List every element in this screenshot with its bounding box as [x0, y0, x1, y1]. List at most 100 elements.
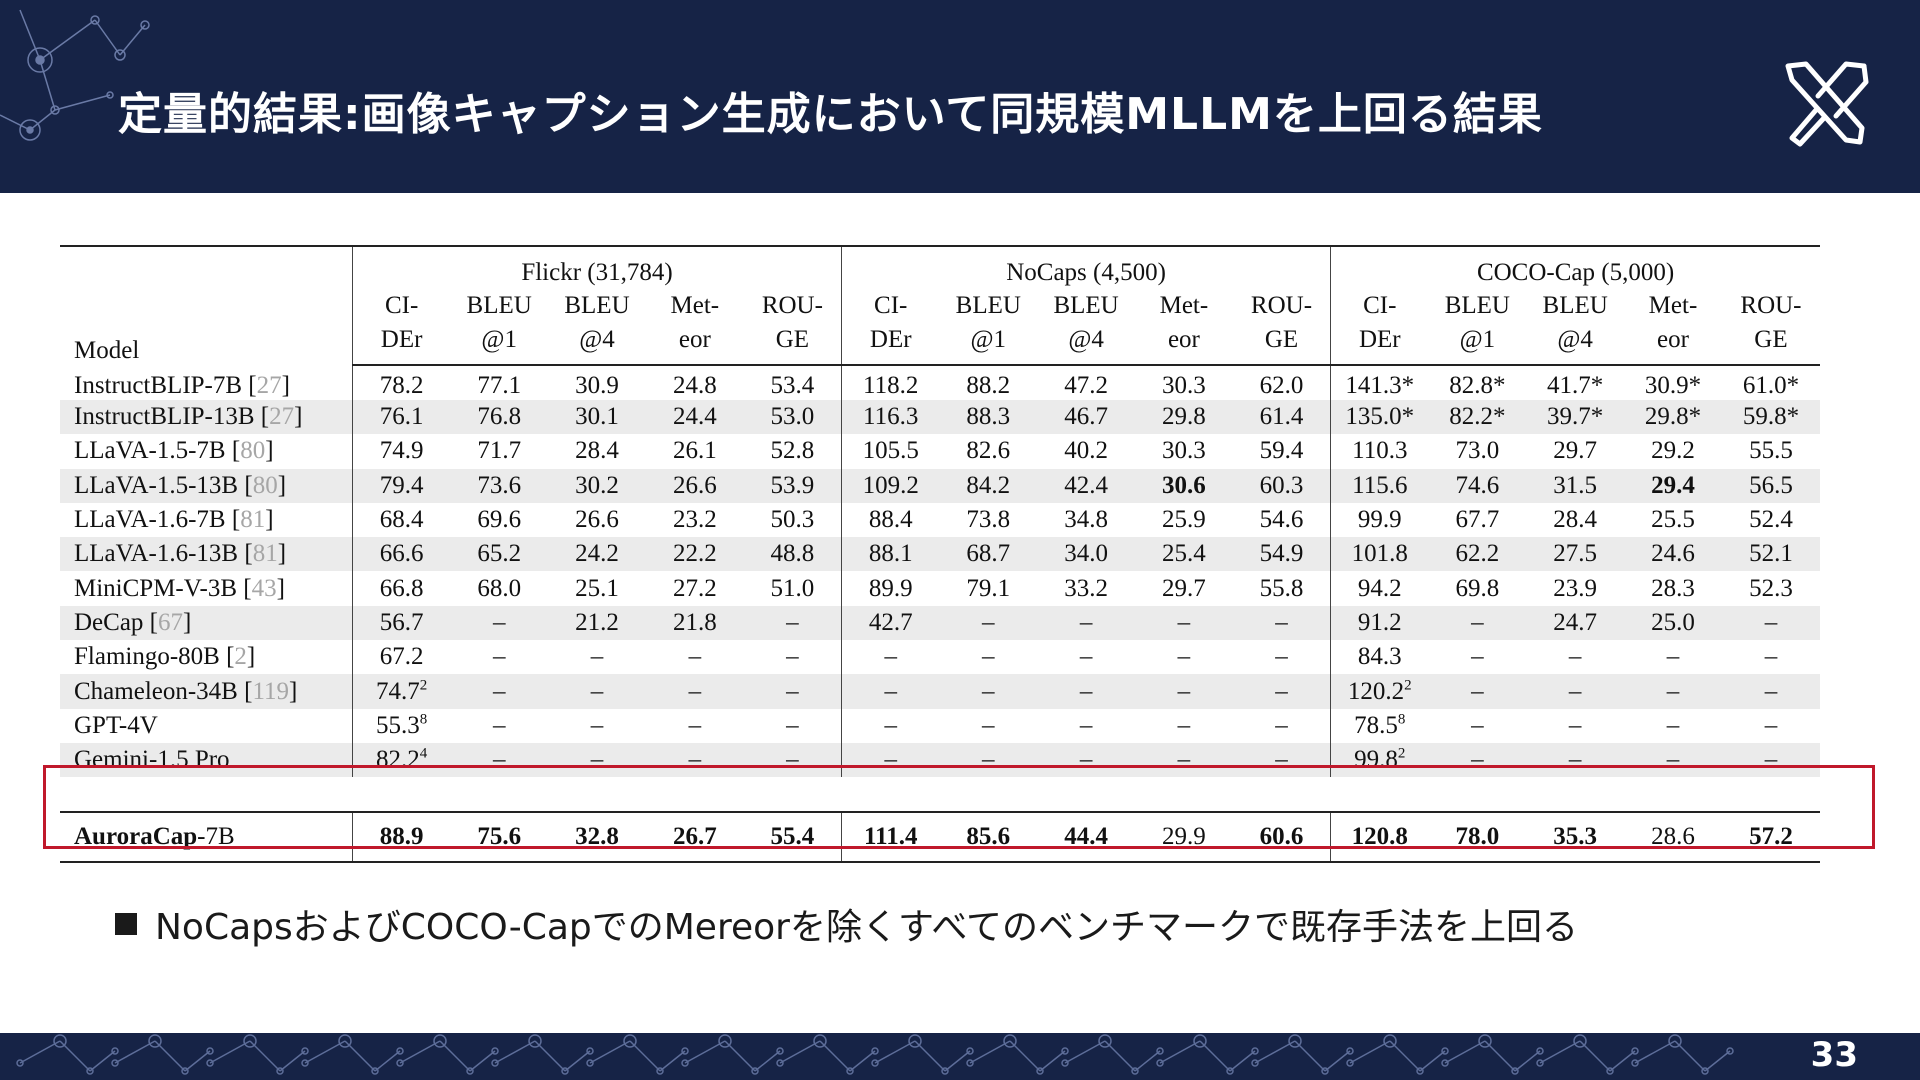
value-text: 25.5: [1651, 506, 1695, 534]
value-cell: 25.5: [1624, 503, 1722, 537]
value-text: 69.8: [1455, 574, 1500, 602]
value-cell: 73.8: [939, 503, 1037, 537]
value-cell: 29.8*: [1624, 400, 1722, 435]
value-cell: 53.4: [744, 365, 842, 400]
value-text: –: [786, 643, 799, 671]
value-cell: 25.1: [548, 571, 646, 605]
model-name: LLaVA-1.6-13B: [74, 540, 239, 568]
value-text: 26.1: [672, 437, 717, 465]
slide-header: 定量的結果:画像キャプション生成において同規模MLLMを上回る結果: [0, 0, 1920, 193]
value-cell: –: [1232, 742, 1331, 778]
value-cell: 75.6: [450, 810, 549, 863]
value-cell: 28.3: [1624, 571, 1722, 605]
value-text: 109.2: [862, 471, 919, 499]
value-cell: –: [1624, 640, 1722, 674]
value-cell: 74.9: [351, 434, 451, 469]
value-text: 62.2: [1455, 540, 1500, 568]
value-text: –: [1177, 608, 1191, 636]
value-text: –: [1177, 643, 1191, 671]
footnote-superscript: 8: [419, 711, 428, 728]
metric-header-line1: BLEU: [1542, 292, 1608, 319]
value-text: 26.6: [672, 471, 717, 499]
value-text: 69.6: [477, 506, 522, 534]
footnote-superscript: 2: [419, 677, 428, 694]
value-cell: 73.0: [1428, 434, 1526, 468]
value-cell: 22.2: [645, 537, 744, 572]
value-text: –: [1666, 677, 1680, 705]
value-cell: 56.5: [1721, 468, 1820, 503]
value-text: 29.2: [1651, 437, 1695, 465]
value-cell: 21.2: [548, 605, 646, 641]
value-text: 30.3: [1162, 372, 1206, 399]
value-cell: –: [939, 742, 1038, 778]
value-text: 88.9: [379, 822, 424, 850]
value-cell: 77.1: [450, 365, 548, 400]
value-text: 51.0: [770, 574, 815, 602]
value-text: 78.2: [379, 372, 424, 399]
metric-header: BLEU @4: [1037, 287, 1135, 366]
model-name-cell: InstructBLIP-13B [27]: [60, 400, 353, 435]
model-name-cell: LLaVA-1.6-13B [81]: [60, 537, 353, 572]
value-cell: –: [1233, 709, 1331, 743]
value-cell: 67.2: [351, 640, 451, 675]
value-cell: 94.2: [1330, 571, 1429, 606]
value-text: 39.7*: [1547, 403, 1604, 431]
value-text: –: [1471, 643, 1484, 671]
value-cell: 99.9: [1330, 502, 1429, 538]
value-cell: 24.6: [1624, 537, 1722, 572]
value-text: –: [1275, 643, 1288, 671]
value-cell: 68.4: [351, 502, 451, 538]
value-text: 67.7: [1455, 506, 1500, 534]
value-text: 82.6: [966, 437, 1011, 465]
metric-header-line2: @4: [1557, 326, 1593, 353]
value-text: 25.9: [1162, 506, 1206, 534]
value-cell: 30.6: [1135, 468, 1233, 503]
footnote-superscript: 2: [1397, 745, 1406, 762]
value-text: –: [590, 677, 604, 705]
value-cell: 116.3: [841, 400, 940, 435]
footnote-superscript: 8: [1397, 711, 1406, 728]
metric-header-line2: eor: [1657, 326, 1689, 353]
value-text: 40.2: [1064, 437, 1108, 465]
value-text: 30.2: [575, 471, 619, 499]
value-cell: 141.3*: [1330, 365, 1429, 400]
value-cell: –: [1428, 605, 1527, 641]
value-cell: –: [1624, 674, 1722, 709]
metric-header-line1: BLEU: [466, 292, 532, 319]
value-text: 59.4: [1259, 437, 1304, 465]
value-cell: 68.0: [450, 571, 548, 605]
metric-header-line1: Met-: [670, 292, 720, 319]
value-text: 30.9*: [1644, 372, 1702, 399]
value-text: 29.7: [1553, 437, 1598, 465]
value-cell: –: [450, 709, 548, 743]
value-cell: –: [1135, 742, 1233, 778]
value-text: 79.1: [966, 574, 1011, 602]
value-text: –: [786, 608, 799, 636]
value-text: 53.9: [770, 471, 815, 499]
value-text: 118.2: [863, 372, 919, 399]
value-text: 120.8: [1351, 822, 1408, 850]
value-text: 88.3: [966, 403, 1011, 431]
metric-header: BLEU @4: [1526, 287, 1625, 366]
value-text: –: [688, 711, 702, 739]
slide-title: 定量的結果:画像キャプション生成において同規模MLLMを上回る結果: [118, 89, 1543, 140]
value-text: 73.6: [477, 471, 522, 499]
value-cell: 26.6: [645, 468, 744, 503]
value-cell: 88.4: [841, 502, 940, 538]
value-cell: –: [1135, 605, 1233, 641]
model-name: InstructBLIP-13B: [74, 403, 255, 431]
citation-ref: 80: [252, 471, 278, 499]
crossed-swords-logo-icon: [1785, 61, 1869, 147]
metric-header-row: CI- DEr BLEU @1 BLEU @4 Met-eor ROU- GE CI- DEr BLE…: [60, 287, 1820, 366]
table-row: LLaVA-1.5-13B [80] 79.4 73.6 30.2 26.6 53.9 10…: [60, 468, 1820, 503]
results-table-body: InstructBLIP-7B [27] 78.2 77.1 30.9 24.8 53.4…: [60, 365, 1820, 863]
value-cell: –: [1526, 640, 1624, 674]
value-text: –: [1079, 643, 1093, 671]
metric-header-line2: DEr: [1358, 326, 1401, 353]
value-text: 65.2: [477, 540, 522, 568]
value-text: –: [1471, 677, 1484, 705]
model-name-cell: Chameleon-34B [119]: [60, 674, 353, 709]
value-cell: 52.4: [1722, 503, 1820, 537]
value-cell: 66.6: [351, 537, 451, 572]
value-text: –: [1764, 643, 1778, 671]
